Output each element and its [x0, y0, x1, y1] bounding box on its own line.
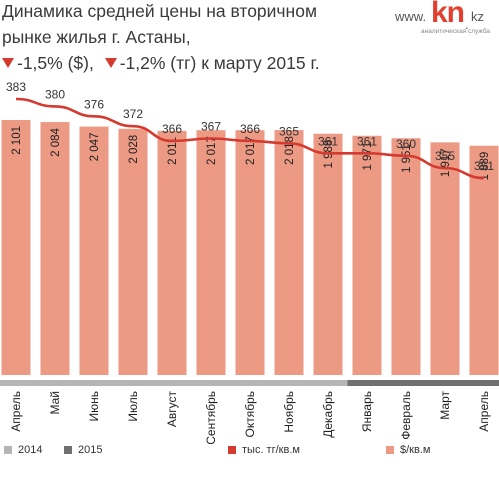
line-value-label: 383: [6, 80, 26, 94]
year-band-2015: [386, 380, 426, 386]
year-band-2014: [35, 380, 75, 386]
line-value-label: 366: [240, 122, 260, 136]
legend-label-2014: 2014: [18, 444, 43, 456]
line-value-label: 380: [45, 87, 65, 101]
logo-dot: .: [465, 17, 469, 32]
title-line-1: Динамика средней цены на вторичном: [2, 1, 317, 21]
logo-www: www.: [395, 9, 427, 24]
down-triangle-icon: [104, 58, 117, 69]
legend-swatch-usd: [386, 446, 394, 454]
line-value-label: 351: [474, 159, 494, 173]
line-value-label: 372: [123, 107, 143, 121]
category-label: Декабрь: [321, 391, 335, 438]
legend-item-2014: 2014: [4, 444, 42, 456]
bar-value-label: 1 889: [479, 152, 491, 181]
line-value-label: 367: [201, 120, 221, 134]
bar-value-label: 2 101: [11, 126, 23, 155]
bar-value-label: 2 018: [284, 136, 296, 165]
year-band-2015: [464, 380, 499, 386]
change-usd: -1,5% ($),: [17, 53, 94, 73]
line-value-label: 365: [279, 124, 299, 138]
category-label: Ноябрь: [282, 391, 296, 433]
legend-label-2015: 2015: [78, 444, 103, 456]
legend-item-2015: 2015: [64, 444, 102, 456]
line-value-label: 366: [162, 122, 182, 136]
bar-value-label: 2 011: [167, 137, 179, 165]
category-label: Февраль: [399, 391, 413, 440]
chart-legend: 2014 2015 тыс. тг/кв.м $/кв.м: [0, 444, 499, 464]
year-band-2014: [269, 380, 309, 386]
bar-value-label: 2 084: [50, 127, 62, 156]
bar-usd: [469, 145, 499, 375]
legend-label-kzt: тыс. тг/кв.м: [242, 444, 300, 456]
bar-usd: [79, 126, 109, 376]
line-value-label: 376: [84, 97, 104, 111]
logo-tagline: аналитическая служба: [421, 28, 491, 35]
line-value-label: 355: [435, 149, 455, 163]
bar-usd: [1, 120, 31, 375]
bar-usd: [118, 128, 148, 375]
bar-value-label: 2 017: [206, 136, 218, 165]
bar-value-label: 2 017: [245, 136, 257, 165]
category-label: Март: [438, 391, 452, 420]
year-band-2014: [191, 380, 231, 386]
change-kzt: -1,2% (тг) к марту 2015 г.: [119, 53, 320, 73]
bar-usd: [352, 135, 382, 375]
line-value-label: 361: [318, 134, 338, 148]
chart-plot: 2 101 2 084 2 047 2 028 2 011 2 017 2 017 2 018…: [0, 80, 499, 444]
logo-kn: kn: [431, 0, 465, 29]
category-label: Апрель: [9, 391, 23, 432]
bar-usd: [196, 130, 226, 375]
chart-title: Динамика средней цены на вторичном рынке…: [2, 0, 320, 76]
legend-item-kzt: тыс. тг/кв.м: [228, 444, 300, 456]
bar-usd: [157, 130, 187, 375]
bar-value-label: 2 028: [128, 135, 140, 164]
category-label: Июль: [126, 391, 140, 422]
year-band-2015: [425, 380, 465, 386]
legend-label-usd: $/кв.м: [400, 444, 431, 456]
year-band-2015: [347, 380, 387, 386]
category-label: Май: [48, 391, 62, 415]
bar-usd: [235, 130, 265, 375]
bar-value-label: 2 047: [89, 133, 101, 162]
category-label: Июнь: [87, 391, 101, 422]
line-value-label: 360: [396, 137, 416, 151]
year-band-2014: [152, 380, 192, 386]
year-band-2014: [0, 380, 36, 386]
category-label: Январь: [360, 391, 374, 432]
legend-swatch-kzt: [228, 446, 236, 454]
down-triangle-icon: [2, 58, 14, 69]
title-line-3: -1,5% ($), -1,2% (тг) к марту 2015 г.: [2, 50, 320, 76]
category-label: Апрель: [477, 391, 491, 432]
bar-value-label: 1 971: [362, 142, 374, 171]
bar-usd: [313, 133, 343, 375]
logo-kz: kz: [471, 9, 484, 24]
year-band-2014: [74, 380, 114, 386]
year-band-2014: [308, 380, 348, 386]
line-kzt: [15, 97, 485, 180]
year-band-2014: [113, 380, 153, 386]
bar-usd: [430, 142, 460, 375]
legend-item-usd: $/кв.м: [386, 444, 430, 456]
bar-usd: [274, 130, 304, 375]
legend-swatch-2014: [4, 446, 12, 454]
category-label: Октябрь: [243, 391, 257, 438]
bar-value-label: 1 917: [440, 148, 452, 177]
title-line-2: рынке жилья г. Астаны,: [2, 27, 191, 47]
year-band-2014: [230, 380, 270, 386]
bar-usd: [40, 122, 70, 376]
line-value-label: 361: [357, 134, 377, 148]
kn-logo: www. kn . kz аналитическая служба: [395, 0, 495, 38]
category-label: Август: [165, 391, 179, 428]
bar-value-label: 1 951: [401, 144, 413, 173]
bar-usd: [391, 138, 421, 375]
category-label: Сентябрь: [204, 391, 218, 444]
legend-swatch-2015: [64, 446, 72, 454]
